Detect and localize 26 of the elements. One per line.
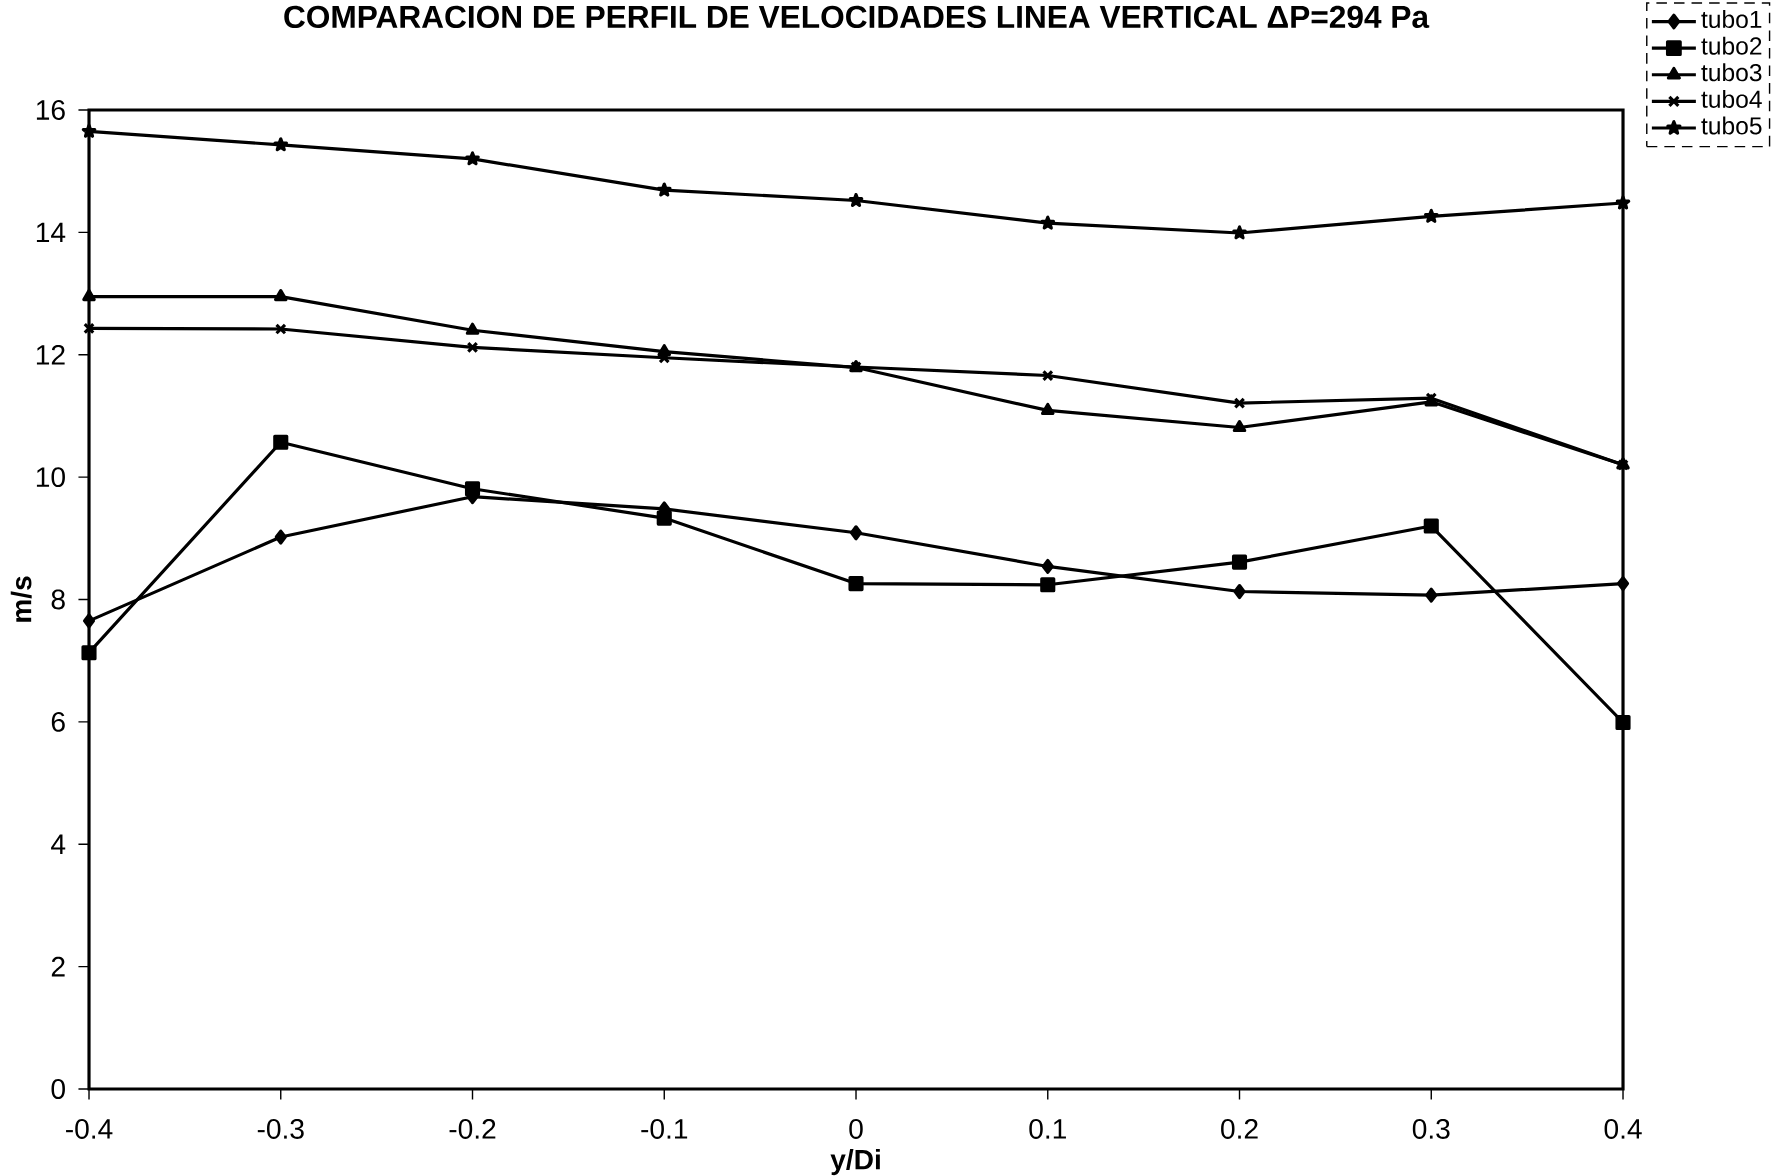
y-tick-label: 2 — [51, 956, 65, 977]
legend-label: tubo1 — [1701, 10, 1762, 29]
x-tick-label: -0.3 — [257, 1118, 304, 1139]
x-tick-label: 0.1 — [1029, 1118, 1066, 1139]
x-tick-label: -0.1 — [641, 1118, 688, 1139]
x-tick-label: -0.2 — [449, 1118, 496, 1139]
legend-label: tubo5 — [1701, 116, 1762, 135]
y-tick-label: 14 — [36, 222, 66, 243]
legend-label: tubo3 — [1701, 63, 1762, 82]
chart-title: COMPARACION DE PERFIL DE VELOCIDADES LINEA VERTICAL ΔP=294 Pa — [284, 5, 1430, 29]
y-tick-label: 10 — [36, 467, 65, 488]
y-tick-label: 6 — [51, 711, 65, 732]
y-tick-label: 8 — [51, 589, 65, 610]
legend-label: tubo4 — [1701, 89, 1762, 108]
x-tick-label: 0.4 — [1604, 1118, 1642, 1139]
x-tick-label: 0 — [849, 1118, 863, 1139]
y-tick-label: 16 — [36, 100, 65, 120]
y-tick-label: 4 — [51, 834, 66, 854]
y-tick-label: 12 — [36, 344, 65, 365]
x-tick-label: 0.3 — [1412, 1118, 1450, 1139]
x-axis-title: y/Di — [830, 1148, 880, 1176]
y-tick-label: 0 — [51, 1079, 65, 1099]
x-tick-label: 0.2 — [1221, 1118, 1258, 1139]
x-tick-label: -0.4 — [66, 1118, 113, 1139]
legend-label: tubo2 — [1701, 36, 1762, 55]
y-axis-title: m/s — [10, 576, 32, 622]
